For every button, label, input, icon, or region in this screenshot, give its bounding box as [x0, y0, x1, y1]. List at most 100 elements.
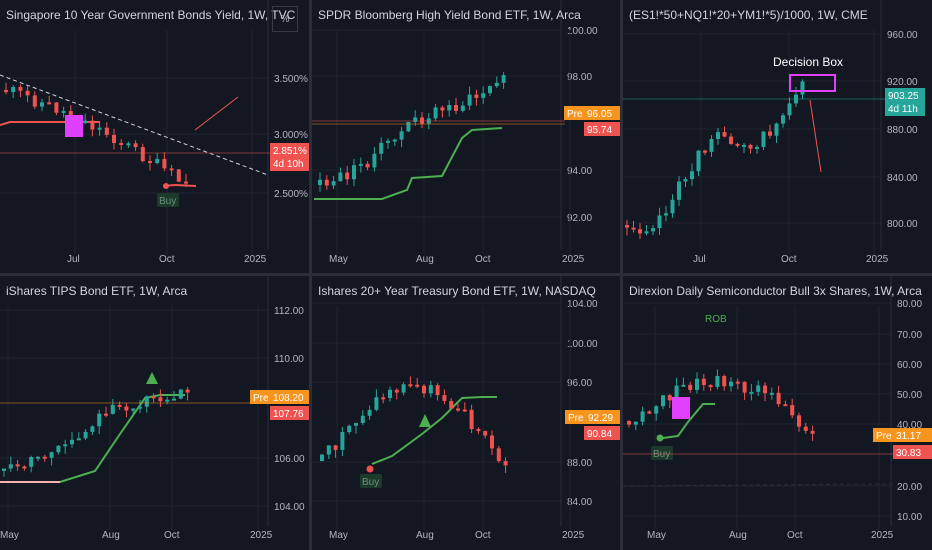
price-axis-label: 10.00: [897, 512, 922, 523]
candle: [40, 102, 44, 107]
price-axis-label: 110.00: [274, 354, 304, 365]
price-tag: [270, 390, 309, 404]
candle: [61, 111, 66, 114]
candle: [503, 461, 508, 466]
candle: [158, 397, 163, 402]
chart-panel-jnk[interactable]: SPDR Bloomberg High Yield Bond ETF, 1W, …: [312, 0, 620, 273]
chart-title: Ishares 20+ Year Treasury Bond ETF, 1W, …: [318, 284, 596, 298]
chart-area[interactable]: 3.500% 3.000% 2.500% Jul Oct 2025 Buy 2.851% 4d …: [0, 0, 309, 273]
candle: [4, 90, 8, 93]
candle: [449, 400, 454, 409]
pre-market-tag: [564, 106, 584, 120]
candle: [631, 227, 636, 230]
price-axis-label: 92.00: [567, 213, 592, 224]
time-axis-label: Aug: [102, 530, 120, 541]
candle: [144, 396, 149, 407]
candle: [428, 385, 433, 394]
candle: [165, 399, 170, 402]
candle: [394, 389, 399, 393]
chart-panel-index[interactable]: (ES1!*50+NQ1!*20+YM1!*5)/1000, 1W, CME 9…: [623, 0, 932, 273]
pre-market-label: Pre: [253, 393, 269, 404]
signal-dot: [366, 465, 374, 473]
candle: [654, 406, 659, 414]
candle: [354, 423, 358, 426]
candle: [467, 94, 472, 106]
candle: [374, 397, 379, 410]
candle: [104, 413, 108, 416]
candle: [787, 103, 792, 116]
candle: [162, 158, 167, 169]
candle: [644, 231, 649, 234]
candle: [372, 153, 377, 168]
candle: [155, 158, 160, 164]
chart-panel-tlt[interactable]: Ishares 20+ Year Treasury Bond ETF, 1W, …: [312, 276, 620, 550]
candle: [715, 376, 720, 387]
time-axis-label: Oct: [164, 530, 180, 541]
price-tag-value: 90.84: [587, 429, 612, 440]
candle: [797, 415, 801, 427]
candle: [783, 404, 788, 407]
row-divider[interactable]: [0, 273, 932, 276]
buy-badge: [157, 193, 179, 207]
candle: [133, 143, 138, 148]
candle: [49, 452, 54, 458]
price-tag-value: 96.05: [587, 109, 612, 120]
signal-arrow-up: [146, 372, 158, 384]
price-tag-value: 108.20: [273, 393, 304, 404]
candle: [469, 409, 474, 430]
price-axis-label: 20.00: [897, 482, 922, 493]
chart-area[interactable]: 80.00 70.00 60.00 50.00 40.00 20.00 10.00 May Au…: [623, 276, 932, 550]
price-tag-value: 92.29: [588, 413, 613, 424]
candle: [483, 431, 488, 436]
candle: [392, 139, 397, 142]
chart-area[interactable]: 100.00 98.00 94.00 92.00 May Aug Oct 2025 Pre 96.…: [312, 0, 620, 273]
pre-market-tag: [873, 428, 893, 442]
time-axis-label: 2025: [871, 530, 894, 541]
candle: [42, 456, 47, 459]
candle: [749, 391, 754, 394]
candle: [442, 395, 447, 401]
candle: [56, 445, 61, 453]
price-tag-value: 30.83: [896, 448, 921, 459]
candle: [433, 107, 438, 119]
candle: [454, 105, 458, 111]
candle: [104, 127, 109, 135]
candle: [664, 213, 668, 216]
candle: [501, 75, 506, 83]
price-axis-label: 800.00: [887, 219, 918, 230]
price-tag: [584, 426, 620, 440]
candle: [803, 426, 808, 431]
candle: [703, 150, 707, 153]
price-axis-label: 60.00: [897, 360, 922, 371]
price-tag-countdown: 4d 11h: [888, 104, 918, 115]
rob-label: ROB: [705, 314, 727, 325]
buy-badge: [360, 474, 382, 488]
candle: [413, 117, 418, 122]
chart-area[interactable]: 112.00 110.00 106.00 104.00 May Aug Oct 2025 Pre…: [0, 276, 309, 550]
chart-panel-soxl[interactable]: Direxion Daily Semiconductor Bull 3x Sha…: [623, 276, 932, 550]
candle: [324, 179, 329, 186]
candle: [365, 163, 370, 168]
chart-panel-sg10y[interactable]: Singapore 10 Year Government Bonds Yield…: [0, 0, 309, 273]
time-axis-label: 2025: [562, 254, 585, 265]
candle: [474, 94, 479, 98]
time-axis-label: Jul: [693, 254, 706, 265]
candle: [22, 466, 27, 469]
percent-scale-button[interactable]: %: [272, 6, 298, 32]
price-axis-label: 88.00: [567, 458, 592, 469]
chart-area[interactable]: 104.00 100.00 96.00 88.00 84.00 May Aug Oct 2025…: [312, 276, 620, 550]
candle: [494, 82, 499, 87]
chart-area[interactable]: 960.00 920.00 880.00 840.00 800.00 Jul Oct 2025…: [623, 0, 932, 273]
chart-panel-tip[interactable]: iShares TIPS Bond ETF, 1W, Arca 112.00 11…: [0, 276, 309, 550]
signal-marker: [65, 115, 83, 137]
time-axis-label: Oct: [787, 530, 803, 541]
candle: [97, 127, 102, 130]
chart-title: SPDR Bloomberg High Yield Bond ETF, 1W, …: [318, 8, 581, 22]
candle: [708, 385, 713, 388]
signal-marker: [672, 397, 690, 419]
time-axis-label: Oct: [475, 530, 491, 541]
candle: [124, 406, 129, 411]
trailing-stop: [371, 396, 497, 465]
price-tag-value: 95.74: [587, 125, 612, 136]
candle: [406, 121, 411, 132]
